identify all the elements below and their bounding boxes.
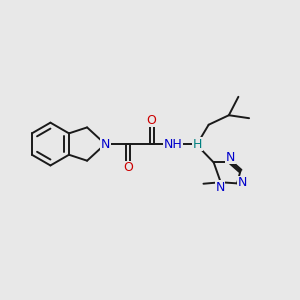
Text: O: O	[124, 161, 133, 174]
Text: NH: NH	[164, 138, 182, 151]
Text: N: N	[238, 176, 247, 189]
Text: N: N	[226, 151, 235, 164]
Text: N: N	[100, 138, 110, 151]
Text: O: O	[147, 114, 157, 127]
Text: H: H	[193, 138, 202, 151]
Text: N: N	[215, 181, 225, 194]
